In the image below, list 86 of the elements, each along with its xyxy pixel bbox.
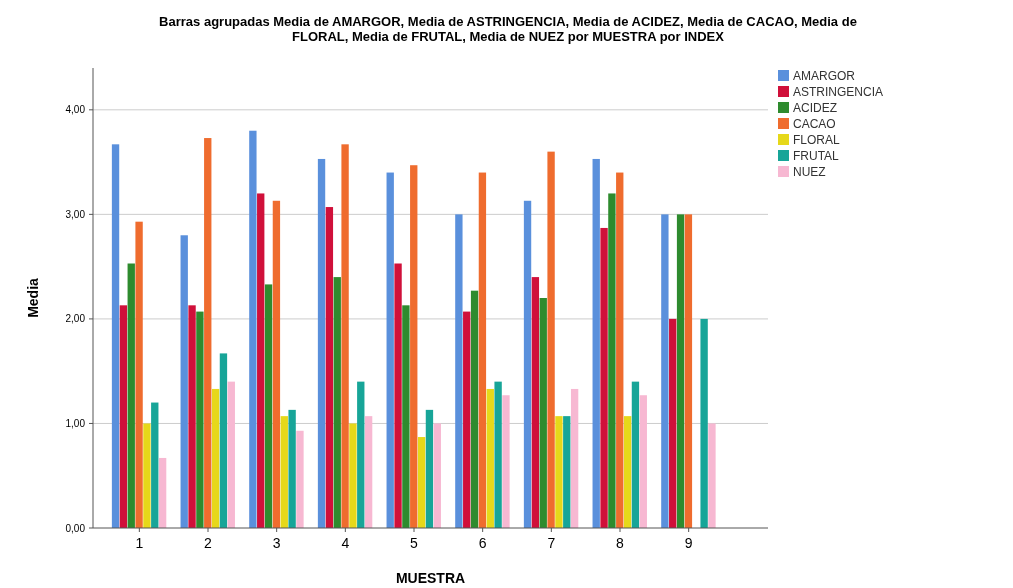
legend-label: ACIDEZ	[793, 101, 838, 115]
bar	[417, 437, 426, 528]
bar	[410, 165, 418, 528]
bar	[623, 416, 632, 528]
bar	[158, 457, 167, 528]
bar	[341, 144, 349, 528]
legend-label: FRUTAL	[793, 149, 840, 163]
bar	[288, 409, 296, 528]
y-tick-label: 3,00	[65, 208, 86, 220]
bar	[357, 381, 365, 528]
bar	[494, 381, 502, 528]
y-tick-label: 0,00	[65, 522, 86, 534]
x-tick-label: 1	[135, 535, 144, 551]
bar	[676, 214, 685, 528]
bar	[425, 409, 434, 528]
bar	[631, 381, 640, 528]
bar	[280, 416, 288, 528]
x-tick-label: 3	[272, 535, 281, 551]
x-tick-label: 5	[410, 535, 419, 551]
bar	[639, 395, 647, 528]
bar	[188, 305, 196, 528]
bar	[394, 263, 402, 528]
bar	[502, 395, 510, 528]
bar	[211, 388, 220, 528]
bar	[570, 388, 579, 528]
bar	[296, 430, 304, 528]
bar	[219, 353, 228, 528]
bar	[151, 402, 159, 528]
bar	[700, 318, 708, 528]
x-tick-label: 9	[684, 535, 693, 551]
bar	[127, 263, 135, 528]
bar	[661, 214, 669, 528]
bar	[600, 227, 608, 528]
x-tick-label: 6	[478, 535, 487, 551]
bar	[119, 305, 128, 528]
bar	[539, 298, 547, 528]
x-tick-label: 7	[547, 535, 556, 551]
bar	[433, 423, 441, 528]
bar	[463, 311, 471, 528]
legend-label: AMARGOR	[793, 69, 856, 83]
bar	[333, 277, 341, 528]
bar	[402, 305, 410, 528]
x-tick-label: 4	[341, 535, 350, 551]
x-axis-title: MUESTRA	[395, 570, 466, 586]
bar	[470, 290, 479, 528]
bar	[196, 311, 204, 528]
legend-label: NUEZ	[793, 165, 826, 179]
chart-title: Barras agrupadas Media de AMARGOR, Media de ASTRINGENCIA, Media de ACIDEZ, Media de CACAO, Media de FLORAL, Media de FRUTAL, Media de NUEZ por MUESTRA por INDEX	[159, 14, 857, 44]
bar	[272, 200, 281, 528]
x-tick-label: 2	[204, 535, 213, 551]
bar	[249, 130, 257, 528]
bar	[227, 381, 235, 528]
x-tick-label: 8	[616, 535, 625, 551]
bar	[708, 423, 716, 528]
bar	[180, 235, 188, 528]
bar	[478, 172, 487, 528]
bar	[455, 214, 463, 528]
bar	[555, 416, 563, 528]
y-tick-label: 2,00	[65, 313, 86, 325]
bar	[592, 158, 600, 528]
y-tick-label: 1,00	[65, 417, 86, 429]
bar	[264, 284, 273, 528]
bar	[486, 388, 494, 528]
bar	[547, 151, 555, 528]
bar	[608, 193, 616, 528]
y-axis-title: Media	[25, 277, 41, 318]
bar	[317, 158, 326, 528]
bar	[257, 193, 265, 528]
bar	[563, 416, 571, 528]
bar	[135, 221, 143, 528]
bar	[386, 172, 394, 528]
bar	[669, 318, 677, 528]
bar	[111, 144, 120, 528]
bar	[523, 200, 532, 528]
bar	[143, 423, 151, 528]
legend-label: ASTRINGENCIA	[793, 85, 884, 99]
bar	[684, 214, 693, 528]
bar	[616, 172, 624, 528]
legend-label: CACAO	[793, 117, 836, 131]
bar	[531, 277, 540, 528]
bar	[325, 207, 334, 528]
y-tick-label: 4,00	[65, 104, 86, 116]
bar	[349, 423, 357, 528]
legend-label: FLORAL	[793, 133, 841, 147]
bar	[204, 138, 212, 528]
bar	[364, 416, 373, 528]
